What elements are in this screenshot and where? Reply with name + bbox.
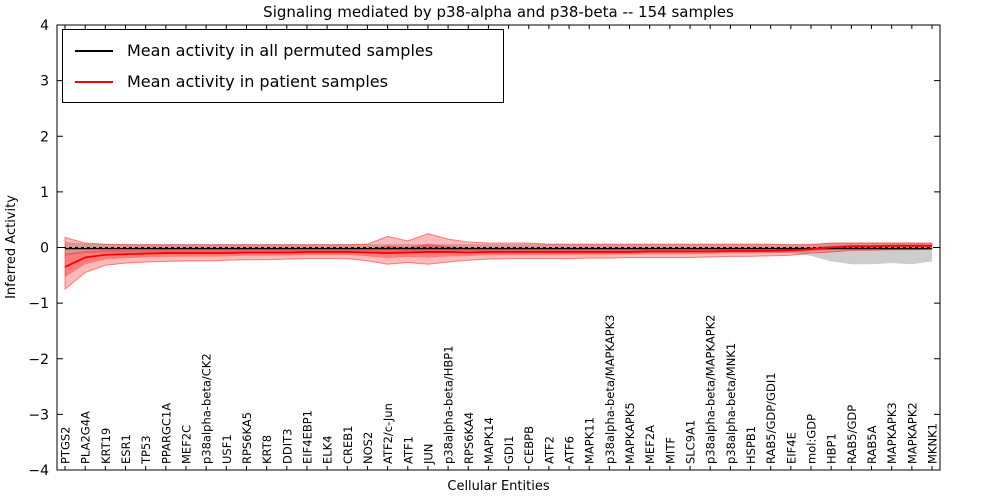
legend: Mean activity in all permuted samples Me… (62, 29, 505, 103)
x-tick-label: ATF6 (563, 436, 577, 464)
x-tick-label: EIF4E (784, 432, 798, 464)
x-tick-label: MEF2A (643, 425, 657, 464)
x-tick-label: p38alpha-beta/MAPKAPK2 (704, 315, 718, 465)
legend-item-patient: Mean activity in patient samples (75, 66, 433, 97)
legend-label-permuted: Mean activity in all permuted samples (127, 41, 434, 60)
x-tick-label: MAPK11 (583, 417, 597, 464)
x-tick-label: CEBPB (522, 426, 536, 464)
y-axis-label: Inferred Activity (4, 195, 19, 299)
x-tick-label: GDI1 (502, 436, 516, 464)
y-tick-label: 4 (40, 18, 49, 34)
patient-band (64, 233, 933, 291)
y-tick-label: −3 (28, 407, 49, 423)
x-tick-label: MAPK14 (482, 417, 496, 464)
y-tick-label: −1 (28, 296, 49, 312)
patient-line-swatch (75, 80, 113, 83)
y-tick-label: 1 (40, 185, 49, 201)
x-tick-label: RAB5/GDP (845, 405, 859, 464)
x-tick-label: KRT19 (99, 428, 113, 464)
y-tick-label: −4 (28, 463, 49, 479)
x-tick-label: mol:GDP (805, 414, 819, 464)
x-tick-label: SLC9A1 (684, 420, 698, 464)
x-tick-label: p38alpha-beta/MAPKAPK3 (603, 315, 617, 465)
x-tick-label: MKNK1 (926, 423, 940, 464)
x-tick-label: ATF2/c-Jun (381, 403, 395, 464)
x-tick-label: NOS2 (361, 432, 375, 464)
x-tick-label: MEF2C (179, 425, 193, 464)
x-tick-label: PPARGC1A (159, 403, 173, 464)
legend-item-permuted: Mean activity in all permuted samples (75, 35, 433, 66)
x-tick-label: HBP1 (825, 433, 839, 464)
x-tick-label: DDIT3 (280, 429, 294, 464)
x-tick-label: CREB1 (341, 426, 355, 465)
y-tick-label: 3 (40, 74, 49, 90)
x-tick-label: p38alpha-beta/MNK1 (724, 343, 738, 464)
x-tick-label: RPS6KA5 (240, 412, 254, 464)
x-tick-label: TP53 (139, 435, 153, 465)
x-tick-label: ELK4 (321, 435, 335, 464)
x-tick-label: ATF2 (542, 436, 556, 464)
x-tick-label: p38alpha-beta/HBP1 (442, 345, 456, 464)
x-tick-label: PLA2G4A (79, 411, 93, 464)
x-tick-label: MAPKAPK3 (885, 402, 899, 464)
x-tick-label: EIF4EBP1 (300, 410, 314, 464)
x-tick-label: ESR1 (119, 434, 133, 464)
x-tick-label: HSPB1 (744, 426, 758, 464)
x-tick-label: RAB5A (865, 425, 879, 464)
x-tick-label: RAB5/GDP/GDI1 (764, 372, 778, 464)
x-tick-label: ATF1 (401, 436, 415, 464)
x-tick-label: p38alpha-beta/CK2 (200, 353, 214, 464)
x-tick-label: KRT8 (260, 435, 274, 464)
x-axis-label: Cellular Entities (447, 479, 550, 494)
x-tick-label: MAPKAPK5 (623, 402, 637, 464)
x-tick-label: JUN (421, 444, 435, 465)
permuted-line-swatch (75, 49, 113, 52)
x-tick-label: USF1 (220, 434, 234, 464)
x-tick-label: RPS6KA4 (462, 412, 476, 464)
x-tick-label: PTGS2 (59, 427, 73, 465)
patient-mean-line (64, 244, 932, 268)
chart-title: Signaling mediated by p38-alpha and p38-… (263, 3, 734, 21)
legend-label-patient: Mean activity in patient samples (127, 72, 388, 91)
y-tick-label: 0 (40, 241, 49, 257)
x-tick-label: MITF (663, 437, 677, 464)
x-tick-label: MAPKAPK2 (905, 402, 919, 464)
y-tick-label: 2 (40, 129, 49, 145)
y-tick-label: −2 (28, 352, 49, 368)
plot-border (56, 24, 941, 471)
